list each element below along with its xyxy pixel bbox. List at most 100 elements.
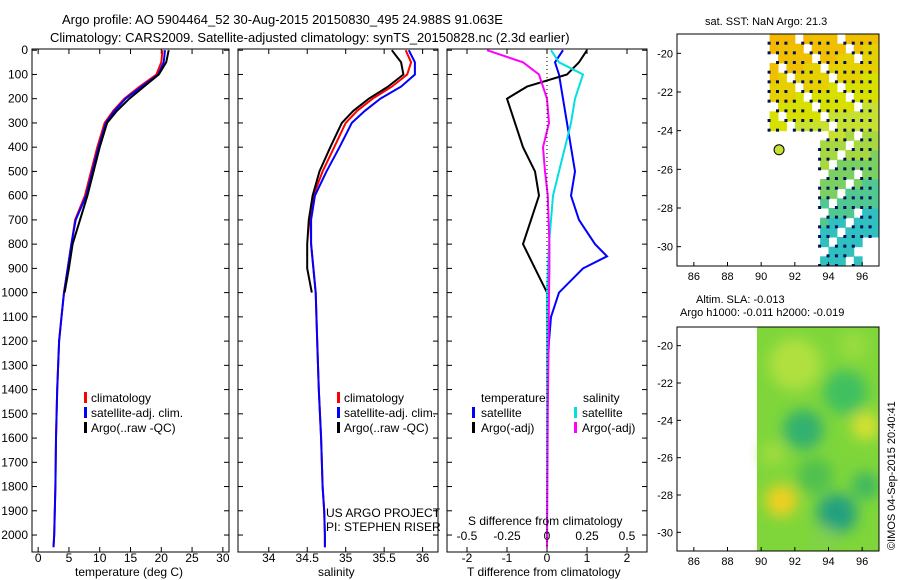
sst-edge bbox=[843, 128, 847, 132]
sst-edge bbox=[843, 138, 847, 142]
difference-t-tick-label: 1 bbox=[584, 551, 591, 565]
sst-cell bbox=[836, 179, 846, 190]
salinity-tick-label: 34 bbox=[262, 551, 276, 565]
legend-swatch-satellite bbox=[84, 407, 87, 418]
sla-map-title: Altim. SLA: -0.013 bbox=[696, 294, 785, 306]
sst-edge bbox=[851, 225, 855, 229]
sst-edge bbox=[851, 244, 855, 248]
sst-edge bbox=[868, 51, 872, 55]
sst-cell bbox=[769, 43, 779, 54]
sst-edge bbox=[860, 119, 864, 122]
sst-cell bbox=[769, 121, 779, 132]
sst-edge bbox=[860, 128, 864, 132]
sst-edge bbox=[868, 186, 872, 190]
sst-cell bbox=[803, 72, 813, 83]
sst-edge bbox=[860, 235, 864, 238]
sst-edge bbox=[784, 90, 788, 93]
sst-cell bbox=[862, 53, 872, 64]
map-y-tick-label: -26 bbox=[657, 453, 673, 465]
legend-label-t-argo: Argo(-adj) bbox=[481, 421, 534, 435]
legend-label-s-argo: Argo(-adj) bbox=[582, 421, 635, 435]
depth-tick-label: 1800 bbox=[1, 480, 28, 494]
sst-edge bbox=[868, 167, 872, 171]
sst-cell bbox=[803, 82, 813, 93]
sst-edge bbox=[868, 157, 872, 161]
sst-cell bbox=[820, 43, 829, 54]
sst-edge bbox=[818, 235, 822, 238]
temperature-axes bbox=[31, 48, 230, 553]
sst-cell bbox=[853, 43, 863, 54]
difference-t-tick-label: -2 bbox=[462, 551, 473, 565]
sst-edge bbox=[792, 119, 796, 122]
series-s-argo-adj- bbox=[486, 49, 551, 548]
difference-t-tick-label: 0 bbox=[544, 551, 551, 565]
map-x-tick-label: 96 bbox=[856, 556, 868, 568]
sst-edge bbox=[868, 41, 872, 45]
sst-edge bbox=[818, 41, 822, 45]
map-y-tick-label: -30 bbox=[657, 527, 673, 539]
sst-edge bbox=[851, 186, 855, 190]
sst-edge bbox=[792, 80, 796, 84]
sst-cell bbox=[853, 227, 863, 238]
sst-cell bbox=[870, 111, 879, 122]
sst-edge bbox=[767, 80, 771, 84]
sst-cell bbox=[853, 140, 863, 151]
sst-cell bbox=[828, 227, 838, 238]
sst-edge bbox=[851, 80, 855, 84]
sst-cell bbox=[828, 63, 838, 74]
sst-edge bbox=[868, 138, 872, 142]
sst-edge bbox=[818, 148, 822, 151]
sla-field-features bbox=[760, 331, 879, 550]
sst-edge bbox=[860, 80, 864, 84]
sst-cell bbox=[794, 43, 804, 54]
sst-edge bbox=[834, 244, 838, 248]
sst-cell bbox=[845, 237, 855, 248]
sst-cell bbox=[836, 169, 846, 180]
sst-edge bbox=[826, 119, 830, 122]
sst-edge bbox=[809, 90, 813, 93]
sst-edge bbox=[809, 80, 813, 84]
sst-cell bbox=[845, 188, 855, 199]
sst-edge bbox=[851, 196, 855, 200]
sst-edge bbox=[826, 196, 830, 200]
sst-cell bbox=[769, 92, 779, 103]
legend-label-climatology: climatology bbox=[344, 391, 404, 405]
sst-cell bbox=[870, 92, 879, 103]
sst-cell bbox=[769, 63, 779, 74]
sst-edge bbox=[792, 128, 796, 132]
sst-edge bbox=[801, 119, 805, 122]
sst-edge bbox=[767, 51, 771, 55]
sst-edge bbox=[818, 196, 822, 200]
sst-cell bbox=[836, 72, 846, 83]
argo-position-marker bbox=[773, 144, 785, 156]
sst-edge bbox=[860, 206, 864, 209]
map-y-tick-label: -22 bbox=[657, 87, 673, 99]
sst-edge bbox=[843, 177, 847, 180]
legend-swatch-t-argo bbox=[472, 422, 475, 433]
sst-cell bbox=[803, 101, 813, 112]
sst-cell bbox=[870, 159, 879, 170]
sst-edge bbox=[784, 51, 788, 55]
sst-edge bbox=[767, 41, 771, 45]
sst-edge bbox=[784, 109, 788, 113]
sst-edge bbox=[868, 148, 872, 151]
sst-cell bbox=[820, 82, 829, 93]
depth-tick-label: 700 bbox=[8, 213, 28, 227]
sst-edge bbox=[868, 196, 872, 200]
sst-edge bbox=[851, 157, 855, 161]
sst-edge bbox=[868, 119, 872, 122]
temperature-tick-label: 15 bbox=[124, 551, 138, 565]
depth-tick-label: 300 bbox=[8, 116, 28, 130]
sst-cell bbox=[803, 34, 813, 45]
sst-cell bbox=[853, 63, 863, 74]
map-y-tick-label: -24 bbox=[657, 126, 673, 138]
map-y-tick-label: -20 bbox=[657, 48, 673, 60]
sst-cell bbox=[836, 92, 846, 103]
sst-edge bbox=[860, 177, 864, 180]
legend-header-temperature: temperature bbox=[481, 391, 546, 405]
sst-map-axes bbox=[676, 33, 880, 267]
sst-edge bbox=[868, 80, 872, 84]
sst-cell bbox=[786, 53, 796, 64]
sst-cell bbox=[769, 72, 779, 83]
legend-header-salinity: salinity bbox=[583, 391, 620, 405]
